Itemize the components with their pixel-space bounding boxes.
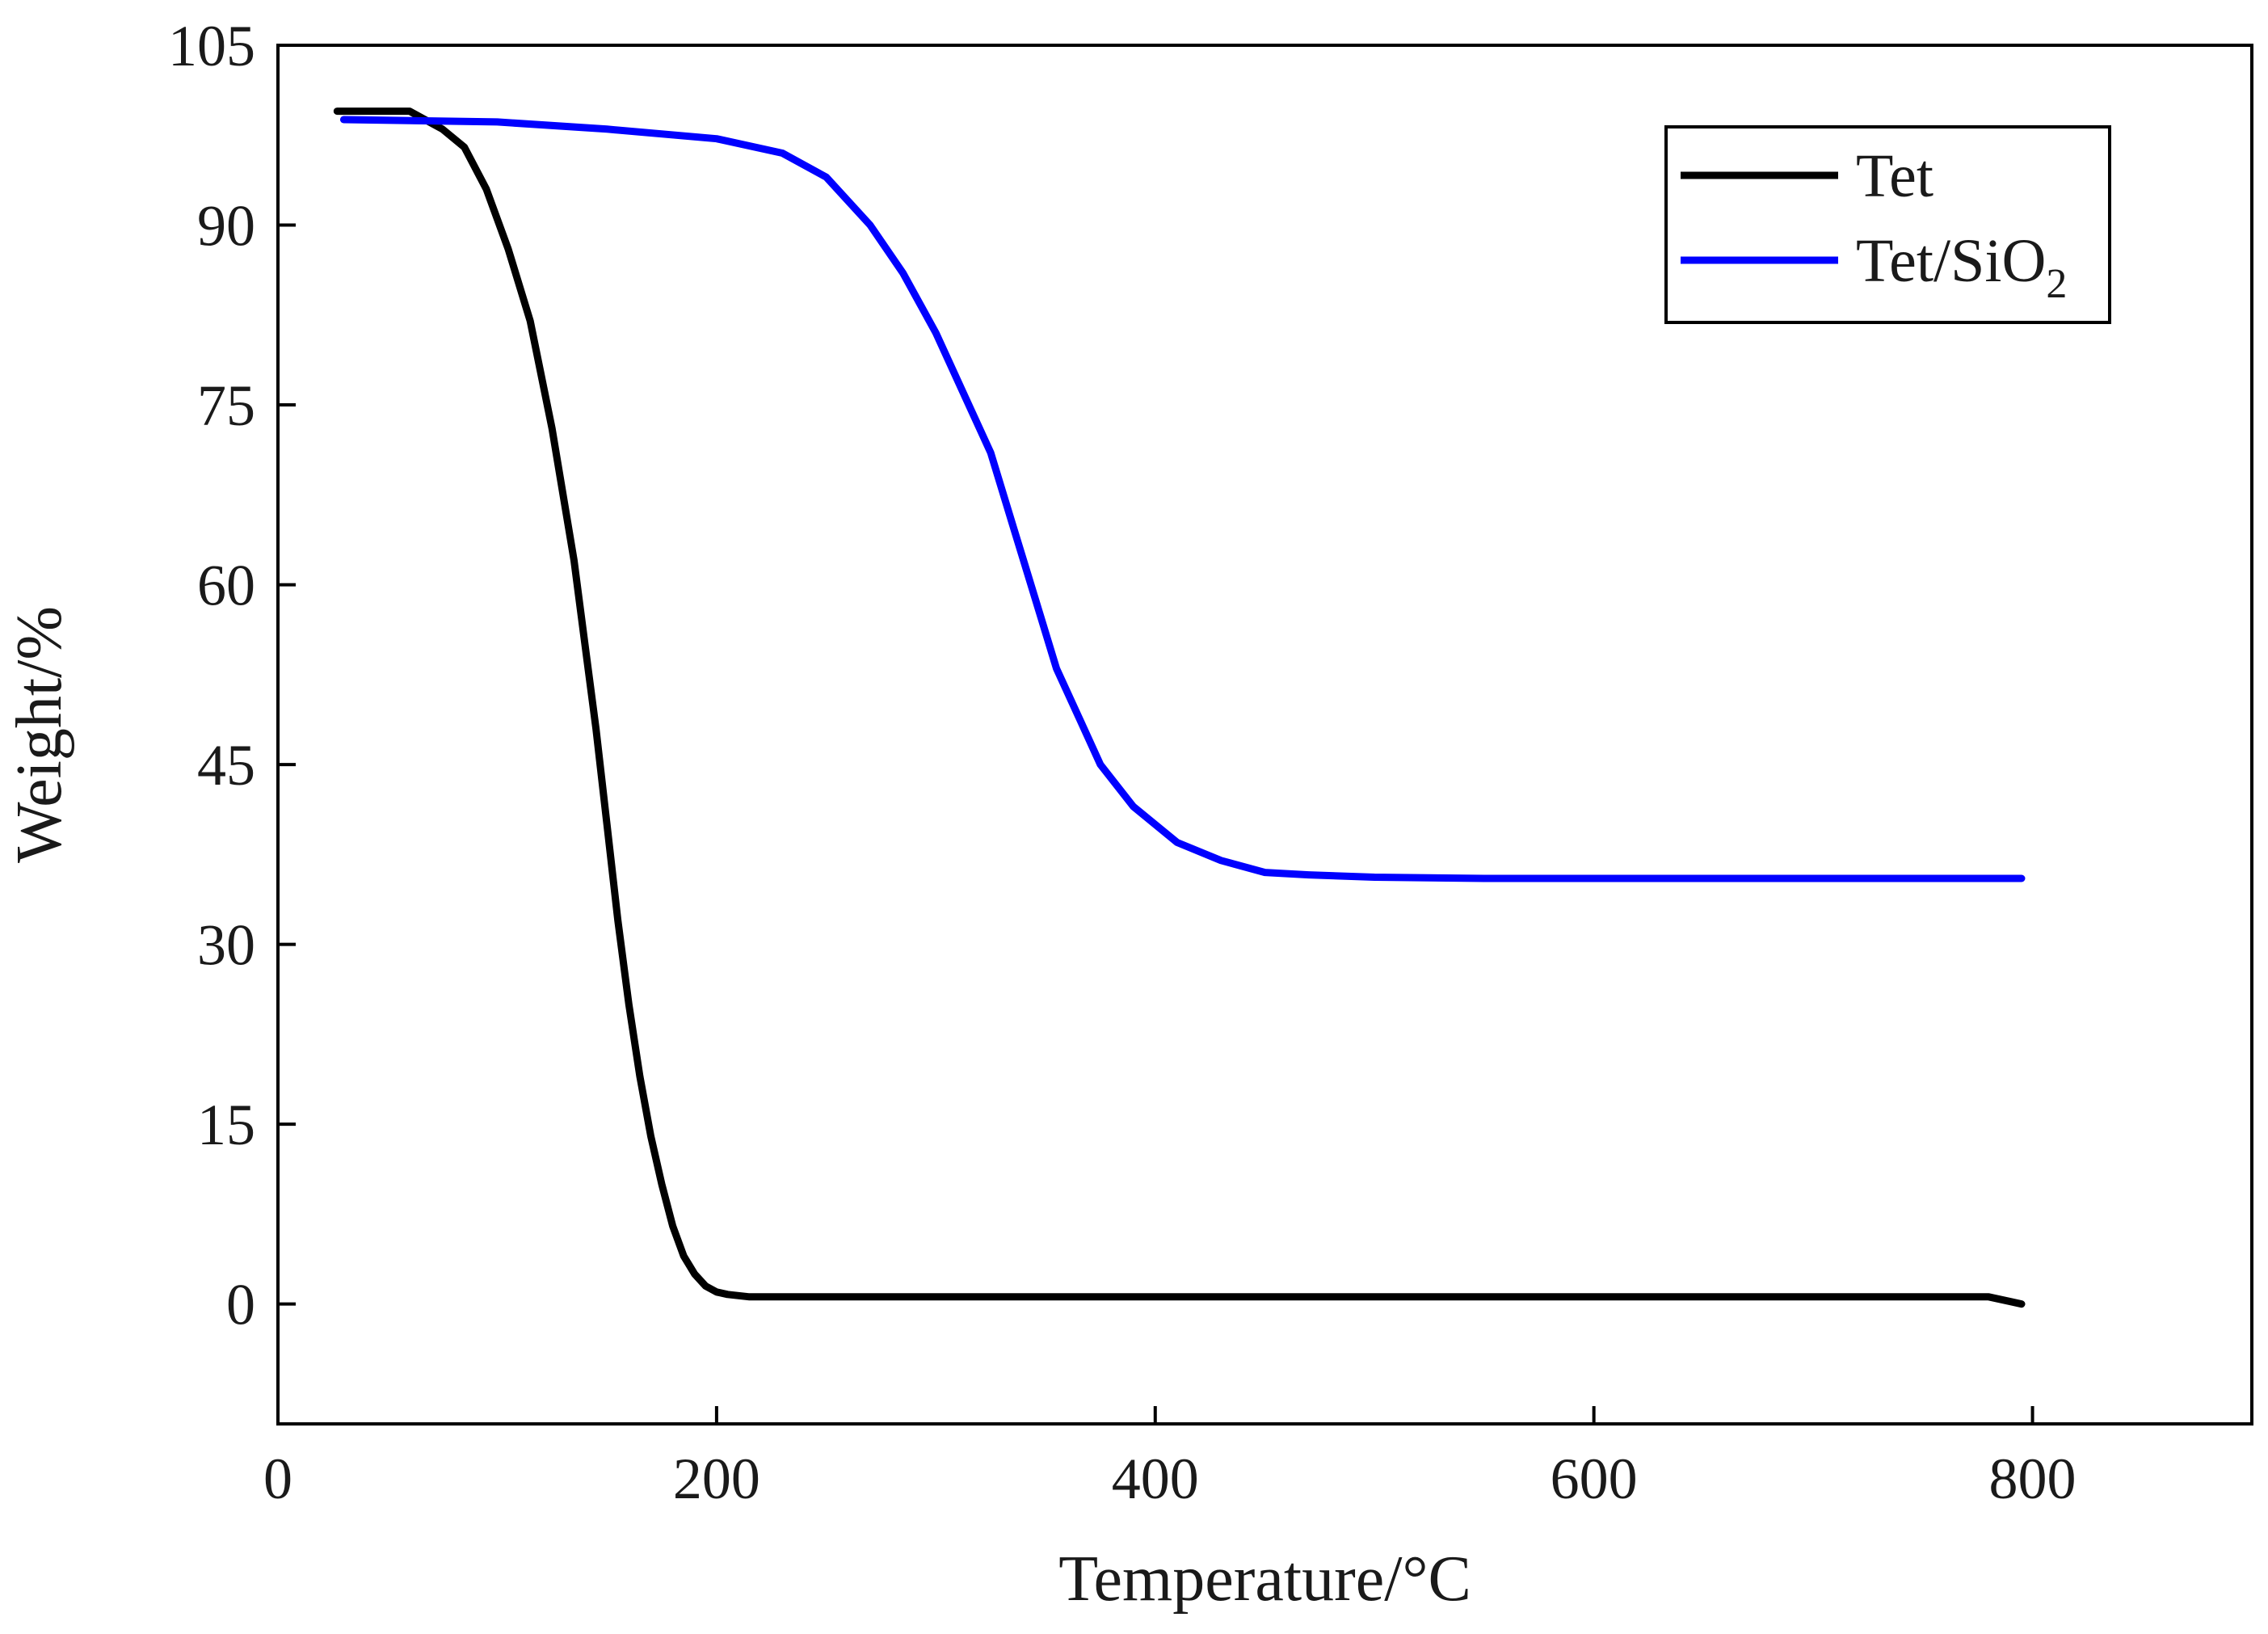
legend-label: Tet — [1856, 142, 1933, 210]
y-tick-label: 90 — [197, 194, 255, 259]
legend-label: Tet/SiO2 — [1856, 227, 2067, 307]
y-tick-label: 0 — [226, 1273, 255, 1337]
x-tick-label: 200 — [673, 1447, 760, 1511]
series-layer — [333, 107, 2026, 1308]
x-axis-label: Temperature/°C — [1058, 1543, 1471, 1615]
plot-frame — [276, 44, 2253, 1426]
y-axis-label: Weight/% — [4, 606, 75, 863]
y-tick-label: 15 — [197, 1093, 255, 1157]
y-tick-label: 45 — [197, 733, 255, 798]
legend-box — [1664, 125, 2111, 324]
x-tick-label: 0 — [263, 1447, 292, 1511]
y-tick-label: 60 — [197, 554, 255, 618]
series-line-tet — [333, 107, 2026, 1308]
y-tick-label: 30 — [197, 913, 255, 978]
x-tick-label: 400 — [1112, 1447, 1199, 1511]
y-tick-label: 105 — [168, 14, 255, 78]
legend: Tet Tet/SiO2 — [1664, 125, 2111, 324]
x-tick-label: 800 — [1989, 1447, 2077, 1511]
y-axis-ticks: 0 15 30 45 60 75 90 105 — [168, 14, 296, 1337]
x-axis-ticks: 0 200 400 600 800 — [263, 1406, 2077, 1511]
series-line-tet-sio2 — [339, 116, 2026, 882]
x-tick-label: 600 — [1551, 1447, 1638, 1511]
y-tick-label: 75 — [197, 373, 255, 438]
plot-area — [276, 44, 2253, 1426]
